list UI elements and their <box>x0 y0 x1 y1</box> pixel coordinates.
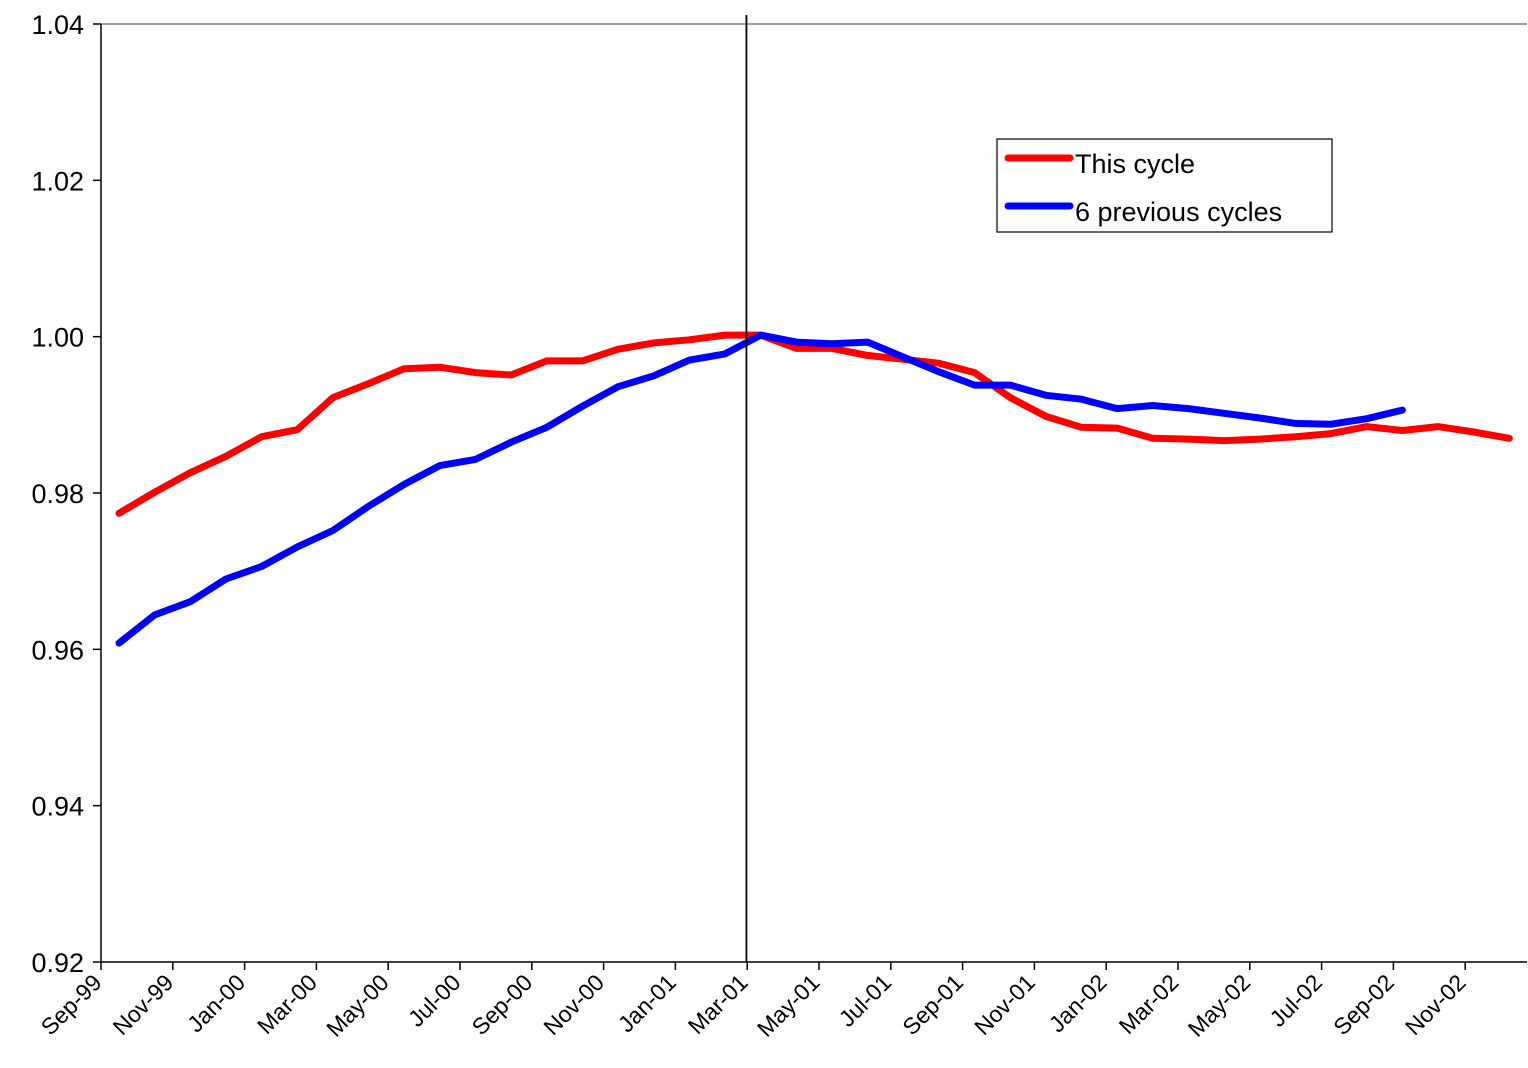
x-tick-label: Jul-01 <box>834 969 897 1032</box>
legend-label: 6 previous cycles <box>1075 197 1282 227</box>
x-tick-label: Jan-01 <box>613 969 681 1037</box>
x-tick-label: Sep-02 <box>1328 969 1399 1040</box>
y-tick-label: 0.98 <box>31 479 84 509</box>
y-tick-label: 1.02 <box>31 166 84 196</box>
legend-label: This cycle <box>1075 149 1195 179</box>
x-tick-label: Jan-02 <box>1044 969 1112 1037</box>
x-tick-label: Sep-01 <box>897 969 968 1040</box>
legend: This cycle 6 previous cycles <box>996 138 1333 233</box>
x-tick-label: May-00 <box>321 969 394 1042</box>
y-tick-label: 1.04 <box>31 10 84 40</box>
x-tick-label: Jan-00 <box>182 969 250 1037</box>
series-layer <box>115 331 1513 647</box>
x-tick-label: Jul-02 <box>1264 969 1327 1032</box>
x-tick-label: Nov-01 <box>969 969 1040 1040</box>
x-tick-label: Jul-00 <box>403 969 466 1032</box>
y-tick-label: 0.94 <box>31 792 84 822</box>
x-tick-label: May-01 <box>752 969 825 1042</box>
y-axis: 0.92 0.94 0.96 0.98 1.00 1.02 1.04 <box>31 10 101 978</box>
series-line-6-previous-cycles <box>115 331 1406 647</box>
x-tick-label: May-02 <box>1183 969 1256 1042</box>
x-tick-label: Sep-99 <box>36 969 107 1040</box>
x-tick-label: Nov-99 <box>108 969 179 1040</box>
x-tick-label: Nov-02 <box>1400 969 1471 1040</box>
y-tick-label: 1.00 <box>31 323 84 353</box>
x-tick-label: Sep-00 <box>467 969 538 1040</box>
plot-frame <box>100 23 1527 963</box>
y-tick-label: 0.92 <box>31 948 84 978</box>
y-tick-label: 0.96 <box>31 635 84 665</box>
x-tick-label: Mar-01 <box>683 969 753 1039</box>
x-axis: Sep-99 Nov-99 Jan-00 Mar-00 May-00 Jul-00 Sep-… <box>36 962 1471 1042</box>
series-line-this-cycle <box>115 331 1513 517</box>
x-tick-label: Mar-00 <box>252 969 322 1039</box>
x-tick-label: Mar-02 <box>1114 969 1184 1039</box>
x-tick-label: Nov-00 <box>538 969 609 1040</box>
